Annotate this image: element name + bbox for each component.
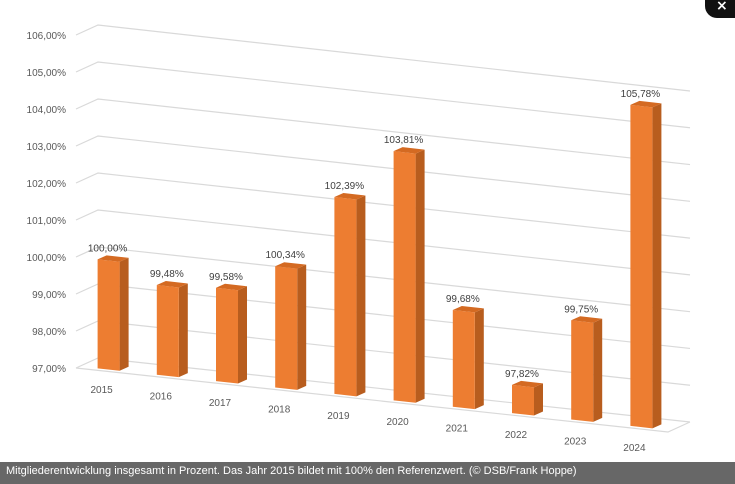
gridline xyxy=(75,24,691,92)
data-label: 99,58% xyxy=(209,272,243,283)
caption-text: Mitgliederentwicklung insgesamt in Proze… xyxy=(6,465,577,477)
gridline xyxy=(75,61,691,129)
gridline xyxy=(75,172,691,239)
bar-2017 xyxy=(216,283,247,384)
bar-2021 xyxy=(452,305,484,410)
x-tick-label: 2024 xyxy=(623,443,646,454)
data-label: 99,68% xyxy=(446,294,480,305)
y-tick-label: 104,00% xyxy=(27,105,67,116)
data-label: 105,78% xyxy=(621,89,661,100)
close-button[interactable]: × xyxy=(705,0,735,18)
data-label: 100,34% xyxy=(265,250,305,261)
floor-line xyxy=(75,367,691,433)
bar-2018 xyxy=(275,262,307,390)
gridlines xyxy=(75,24,691,433)
data-label: 100,00% xyxy=(88,243,128,254)
bar-2022 xyxy=(512,380,543,416)
x-tick-label: 2021 xyxy=(446,424,469,435)
y-tick-label: 105,00% xyxy=(27,68,67,79)
y-tick-label: 99,00% xyxy=(32,290,66,301)
y-tick-label: 97,00% xyxy=(32,364,66,375)
data-labels: 100,00% 99,48% 99,58% 100,34% 102,39% 103,81%… xyxy=(88,89,660,380)
close-icon: × xyxy=(716,0,728,14)
bar-2019 xyxy=(334,193,366,397)
caption-bar: Mitgliederentwicklung insgesamt in Proze… xyxy=(0,462,735,484)
gridline xyxy=(75,98,691,166)
bar-2023 xyxy=(571,316,603,422)
data-label: 103,81% xyxy=(384,135,424,146)
gridline xyxy=(75,135,691,202)
y-axis-ticks: 97,00% 98,00% 99,00% 100,00% 101,00% 102,00% 1… xyxy=(27,31,67,375)
data-label: 97,82% xyxy=(505,369,539,380)
x-tick-label: 2020 xyxy=(386,417,409,428)
x-tick-label: 2017 xyxy=(209,398,232,409)
x-tick-label: 2015 xyxy=(90,385,113,396)
data-label: 99,75% xyxy=(564,304,598,315)
bar-2020 xyxy=(393,147,425,403)
bar-2015 xyxy=(97,255,129,371)
x-tick-label: 2019 xyxy=(327,411,350,422)
y-tick-label: 102,00% xyxy=(27,179,67,190)
bars xyxy=(97,100,662,429)
x-tick-label: 2022 xyxy=(505,430,528,441)
data-label: 99,48% xyxy=(150,269,184,280)
x-axis-ticks: 2015 2016 2017 2018 2019 2020 2021 2022 2023 2024 xyxy=(90,385,645,454)
y-tick-label: 101,00% xyxy=(27,216,67,227)
y-tick-label: 98,00% xyxy=(32,327,66,338)
gridline xyxy=(75,209,691,276)
x-tick-label: 2023 xyxy=(564,436,587,447)
bar-2024 xyxy=(630,100,662,429)
x-tick-label: 2016 xyxy=(150,392,173,403)
gridline xyxy=(75,246,691,313)
bar-2016 xyxy=(156,281,188,378)
y-tick-label: 100,00% xyxy=(27,253,67,264)
y-tick-label: 106,00% xyxy=(27,31,67,42)
x-tick-label: 2018 xyxy=(268,404,291,415)
data-label: 102,39% xyxy=(325,181,365,192)
y-tick-label: 103,00% xyxy=(27,142,67,153)
